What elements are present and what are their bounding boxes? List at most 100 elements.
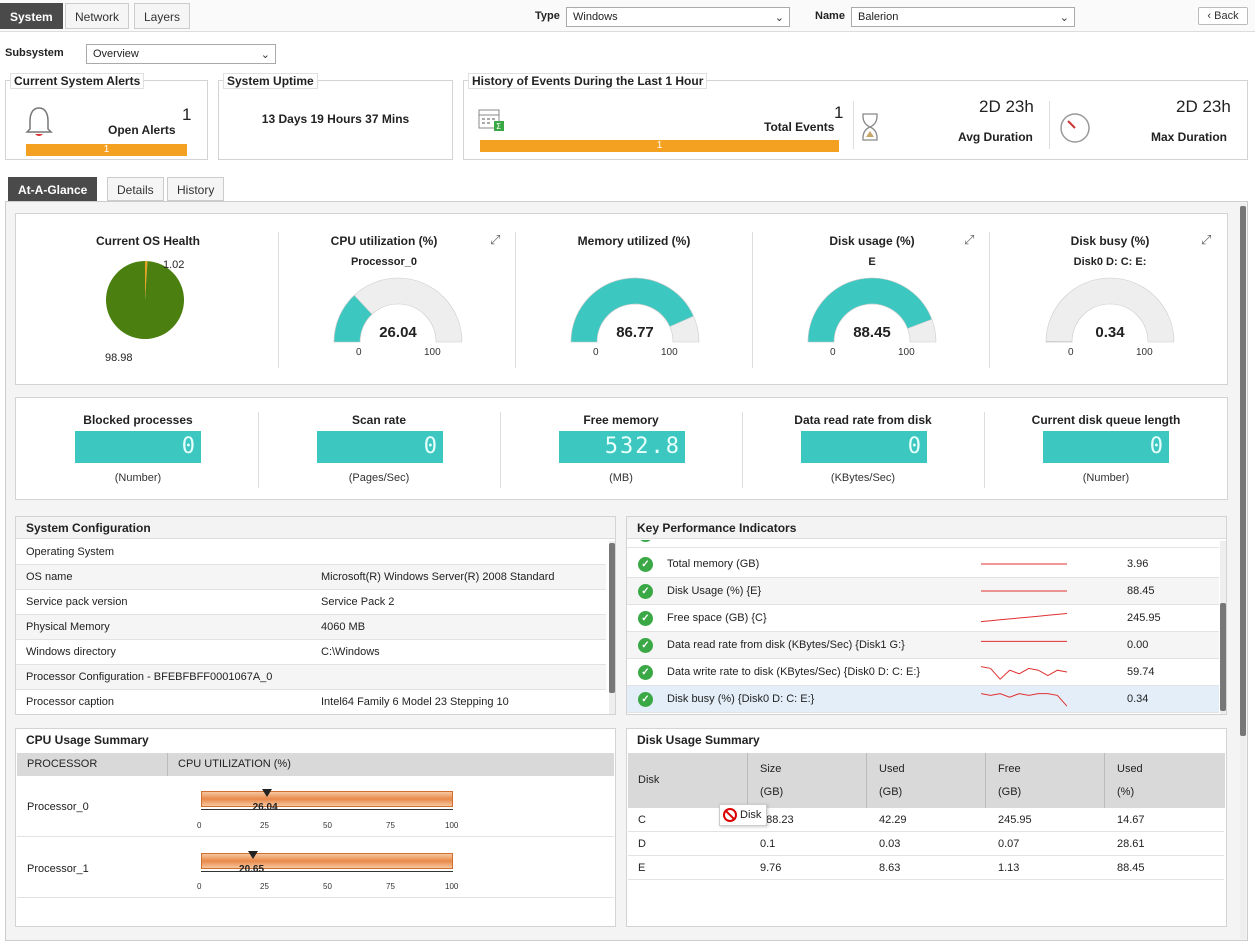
bell-icon <box>25 107 53 136</box>
cpu-value: 20.65 <box>239 864 265 875</box>
history-panel: History of Events During the Last 1 Hour… <box>463 73 1248 160</box>
calendar-icon: Σ <box>478 109 504 131</box>
type-label: Type <box>535 10 560 22</box>
sparkline <box>981 590 1067 592</box>
uptime-value: 13 Days 19 Hours 37 Mins <box>261 112 410 126</box>
gauge-fill <box>333 294 373 343</box>
metric-scan-value: 0 <box>317 431 443 463</box>
config-row: Physical Memory 4060 MB <box>16 615 606 640</box>
column-used-pct: Used <box>1117 763 1143 775</box>
name-select[interactable]: Balerion ⌄ <box>851 7 1075 27</box>
config-scrollbar[interactable] <box>609 541 615 714</box>
expand-icon[interactable]: ⤢ <box>1201 232 1212 247</box>
type-select[interactable]: Windows ⌄ <box>566 7 790 27</box>
cpu-name: Processor_0 <box>27 801 89 813</box>
disk-row: E 9.76 8.63 1.13 88.45 <box>628 856 1224 880</box>
gauge-memory-min: 0 <box>593 347 599 358</box>
cpu-marker <box>248 851 259 859</box>
kpi-row: ✓ Disk busy (%) {Disk0 D: C: E:} 0.34 <box>627 686 1219 713</box>
os-health-label-2: 98.98 <box>105 352 133 364</box>
column-used: Used <box>879 763 905 775</box>
tab-network[interactable]: Network <box>65 3 130 29</box>
gauge-disk-usage-title: Disk usage (%) <box>829 234 915 248</box>
gauge-cpu-max: 100 <box>424 347 441 358</box>
top-bar: System Network Layers Type Windows ⌄ Name… <box>0 0 1255 32</box>
main-scrollbar[interactable] <box>1240 203 1246 939</box>
kpi-row: ✓ Total memory (GB) 3.96 <box>627 551 1219 578</box>
sparkline <box>981 640 1067 642</box>
chevron-down-icon: ⌄ <box>260 49 270 61</box>
events-bar: 1 <box>480 140 839 152</box>
back-button[interactable]: ‹ Back <box>1198 7 1248 25</box>
metric-freemem-unit: (MB) <box>609 472 633 484</box>
expand-icon[interactable]: ⤢ <box>964 232 975 247</box>
metric-queue-value: 0 <box>1043 431 1169 463</box>
uptime-title: System Uptime <box>223 73 318 89</box>
check-icon: ✓ <box>638 638 653 653</box>
cpu-marker <box>261 789 272 797</box>
metric-blocked-value: 0 <box>75 431 201 463</box>
disk-summary-header: Disk Size (GB) Used (GB) Free (GB) Used … <box>628 753 1225 808</box>
gauge-memory-value: 86.77 <box>616 324 654 341</box>
stopwatch-icon <box>1060 113 1090 143</box>
disk-row: C 288.23 42.29 245.95 14.67 <box>628 808 1224 832</box>
gauge-cpu <box>333 277 463 343</box>
tab-details[interactable]: Details <box>107 177 164 201</box>
gauge-cpu-sub: Processor_0 <box>350 256 418 268</box>
subsystem-select[interactable]: Overview ⌄ <box>86 44 276 64</box>
hourglass-icon <box>862 113 878 141</box>
check-icon: ✓ <box>638 611 653 626</box>
column-free: Free <box>998 763 1021 775</box>
gauge-disk-usage <box>807 277 937 343</box>
kpi-panel: Key Performance Indicators ✓ ✓Total memo… <box>626 516 1227 715</box>
gauge-fill <box>807 277 933 343</box>
metric-freemem-title: Free memory <box>583 413 659 427</box>
check-icon: ✓ <box>638 692 653 707</box>
alerts-label: Open Alerts <box>108 123 176 137</box>
tab-layers[interactable]: Layers <box>134 3 191 29</box>
tooltip-label: Disk <box>740 809 762 821</box>
expand-icon[interactable]: ⤢ <box>490 232 501 247</box>
kpi-row: ✓ Free space (GB) {C} 245.95 <box>627 605 1219 632</box>
gauge-cpu-min: 0 <box>356 347 362 358</box>
config-row: Operating System <box>16 540 606 565</box>
system-config-panel: System Configuration Operating System OS… <box>15 516 616 715</box>
pie-slice-1 <box>106 261 184 339</box>
chevron-down-icon: ⌄ <box>1059 12 1069 24</box>
gauge-track <box>1045 277 1175 343</box>
subsystem-label: Subsystem <box>5 47 64 59</box>
chevron-down-icon: ⌄ <box>774 12 784 24</box>
pie-slice-0 <box>145 261 148 300</box>
no-entry-icon <box>723 808 737 822</box>
cpu-value: 26.04 <box>252 802 278 813</box>
max-duration-label: Max Duration <box>1151 130 1228 144</box>
check-icon: ✓ <box>638 665 653 680</box>
kpi-title: Key Performance Indicators <box>627 517 1226 539</box>
cpu-summary-header: PROCESSOR CPU UTILIZATION (%) <box>17 753 614 776</box>
cpu-row: Processor_0 26.04 0 25 50 75 100 <box>17 776 614 837</box>
metric-readrate-title: Data read rate from disk <box>794 413 932 427</box>
gauge-memory-max: 100 <box>661 347 678 358</box>
tab-system[interactable]: System <box>0 3 63 29</box>
tab-at-a-glance[interactable]: At-A-Glance <box>8 177 98 201</box>
avg-duration-label: Avg Duration <box>958 130 1033 144</box>
kpi-row: ✓ Disk Usage (%) {E} 88.45 <box>627 578 1219 605</box>
events-label: Total Events <box>764 120 835 134</box>
alerts-bar: 1 <box>26 144 187 156</box>
metric-scan-unit: (Pages/Sec) <box>348 472 410 484</box>
kpi-scrollbar[interactable] <box>1220 541 1226 714</box>
config-row: Windows directory C:\Windows <box>16 640 606 665</box>
metric-freemem-value: 532.8 <box>559 431 685 463</box>
gauge-disk-busy-title: Disk busy (%) <box>1070 234 1150 248</box>
tab-history[interactable]: History <box>167 177 225 201</box>
uptime-panel: System Uptime 13 Days 19 Hours 37 Mins <box>218 73 453 160</box>
gauge-disk-busy <box>1045 277 1175 343</box>
disk-summary-title: Disk Usage Summary <box>627 729 1226 751</box>
gauge-disk-usage-value: 88.45 <box>853 324 891 341</box>
sparkline-line <box>981 666 1067 680</box>
os-health-label-1: 1.02 <box>163 259 185 271</box>
disk-tooltip: Disk <box>719 804 767 826</box>
events-count: 1 <box>834 103 844 122</box>
name-label: Name <box>815 10 845 22</box>
alerts-count: 1 <box>182 105 192 124</box>
